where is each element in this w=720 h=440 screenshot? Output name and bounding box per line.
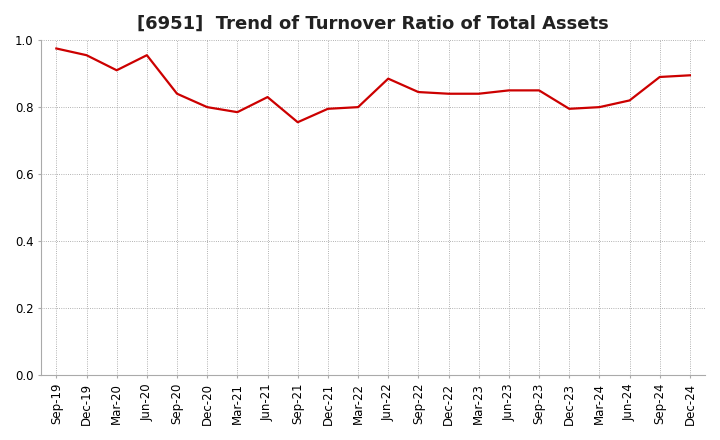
Title: [6951]  Trend of Turnover Ratio of Total Assets: [6951] Trend of Turnover Ratio of Total … [138,15,609,33]
